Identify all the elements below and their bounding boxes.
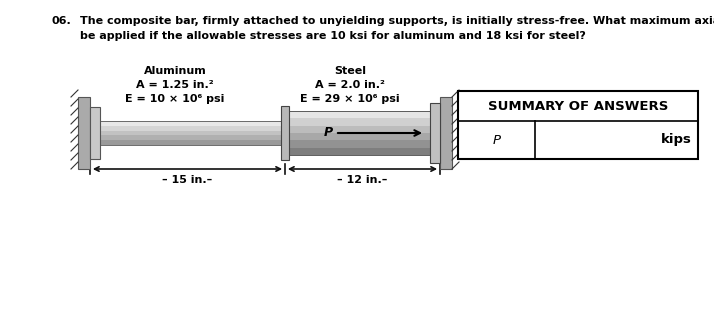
Bar — [285, 118, 440, 126]
Text: – 15 in.–: – 15 in.– — [162, 175, 213, 185]
Text: Aluminum: Aluminum — [144, 66, 206, 76]
Text: – 12 in.–: – 12 in.– — [337, 175, 388, 185]
Text: SUMMARY OF ANSWERS: SUMMARY OF ANSWERS — [488, 100, 668, 113]
Bar — [90, 121, 285, 145]
Bar — [90, 121, 285, 126]
Bar — [90, 107, 100, 159]
Bar — [285, 126, 440, 133]
Bar — [90, 131, 285, 135]
Bar — [285, 111, 440, 155]
Text: P: P — [493, 133, 501, 146]
Bar — [285, 140, 440, 148]
Text: P: P — [324, 127, 333, 140]
Text: A = 1.25 in.²: A = 1.25 in.² — [136, 80, 213, 90]
Bar — [285, 133, 440, 140]
Bar — [458, 91, 698, 159]
Text: 06.: 06. — [52, 16, 71, 26]
Bar — [90, 140, 285, 145]
Bar — [90, 135, 285, 140]
Text: kips: kips — [661, 133, 692, 146]
Bar — [281, 106, 289, 160]
Bar — [440, 97, 452, 169]
Text: Steel: Steel — [334, 66, 366, 76]
Text: E = 29 × 10⁶ psi: E = 29 × 10⁶ psi — [300, 94, 400, 104]
Bar — [430, 103, 440, 163]
Text: A = 2.0 in.²: A = 2.0 in.² — [315, 80, 385, 90]
Bar — [90, 126, 285, 131]
Text: E = 10 × 10⁶ psi: E = 10 × 10⁶ psi — [126, 94, 225, 104]
Bar — [285, 111, 440, 118]
Text: The composite bar, firmly attached to unyielding supports, is initially stress-f: The composite bar, firmly attached to un… — [80, 16, 714, 41]
Bar — [285, 148, 440, 155]
Bar — [78, 97, 90, 169]
